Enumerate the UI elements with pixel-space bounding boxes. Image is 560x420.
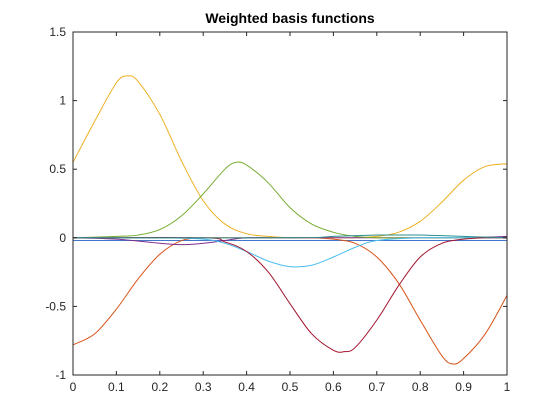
series-line-5 [72, 161, 507, 239]
x-tick-label: 0.4 [238, 380, 255, 394]
x-tick-label: 0.6 [325, 380, 342, 394]
series-line-7 [72, 236, 508, 353]
x-tick-label: 0.8 [412, 380, 429, 394]
y-tick-label: 0 [59, 231, 66, 245]
series-layer [72, 75, 508, 365]
x-tick-label: 0 [70, 380, 77, 394]
tick-layer: 0 0.1 0.2 0.3 0.4 0.5 0.6 0.7 0.8 0.9 1 -1 -0.5 0 0.5 1… [45, 25, 510, 394]
y-tick-label: 0.5 [49, 162, 66, 176]
x-tick-label: 0.7 [368, 380, 385, 394]
x-tick-label: 0.2 [151, 380, 168, 394]
chart-title: Weighted basis functions [205, 10, 375, 26]
x-tick-label: 0.3 [195, 380, 212, 394]
x-tick-label: 0.9 [455, 380, 472, 394]
y-tick-label: 1 [59, 94, 66, 108]
y-tick-label: -1 [55, 368, 66, 382]
y-tick-label: -0.5 [45, 299, 66, 313]
series-line-8 [72, 234, 508, 239]
y-tick-label: 1.5 [49, 25, 66, 39]
x-tick-label: 0.5 [282, 380, 299, 394]
x-tick-label: 0.1 [108, 380, 125, 394]
x-tick-label: 1 [504, 380, 511, 394]
series-line-6 [72, 237, 507, 268]
plot-area [73, 32, 507, 375]
